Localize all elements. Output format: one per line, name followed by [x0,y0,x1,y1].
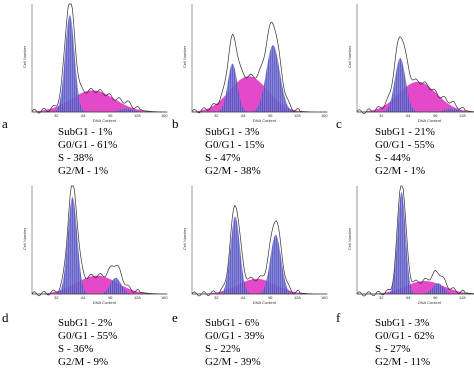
x-tick-label: 32 [379,113,384,118]
x-tick-label: 128 [459,295,466,300]
stat-line: G0/G1 - 55% [58,330,117,342]
panel-label: f [336,310,341,325]
stat-line: SubG1 - 3% [375,317,429,329]
x-tick-label: 128 [134,113,141,118]
x-axis-title: DNA Content [418,300,442,305]
fit-curve [191,21,328,114]
stat-line: G2/M - 1% [58,165,108,177]
stat-line: S - 44% [375,152,410,164]
fit-curve [31,3,168,114]
x-tick-label: 128 [294,113,301,118]
x-tick-label: 64 [406,295,411,300]
stat-line: G0/G1 - 15% [205,139,264,151]
stat-line: G0/G1 - 61% [58,139,117,151]
histogram-panel: Cell Number DNA Content 32 64 96 128 160 b SubG1… [172,4,328,177]
fit-curve [191,204,328,297]
s-phase [32,275,167,294]
g2-peak [357,108,474,112]
stat-line: S - 47% [205,152,240,164]
g1-peak [357,192,474,294]
x-axis-title: DNA Content [418,118,442,123]
g1-peak [32,196,167,294]
fit-curve [356,185,474,297]
stat-line: G2/M - 38% [205,165,261,177]
x-tick-label: 160 [161,113,168,118]
fit-curve [356,36,474,114]
panel-label: d [2,310,9,325]
x-tick-label: 64 [241,295,246,300]
stat-line: SubG1 - 6% [205,317,259,329]
s-phase [357,81,474,112]
x-axis-title: DNA Content [253,300,277,305]
x-tick-label: 96 [268,113,273,118]
stat-line: G2/M - 9% [58,356,108,368]
x-tick-label: 32 [214,295,219,300]
fit-curve [31,185,168,297]
x-tick-label: 96 [433,113,438,118]
stat-line: S - 27% [375,343,410,355]
y-axis-title: Cell Number [347,227,352,250]
stat-line: SubG1 - 2% [58,317,112,329]
x-tick-label: 32 [54,113,59,118]
stat-line: G0/G1 - 62% [375,330,434,342]
x-tick-label: 96 [433,295,438,300]
x-tick-label: 32 [214,113,219,118]
stat-line: G2/M - 1% [375,165,425,177]
y-axis-title: Cell Number [182,45,187,68]
g2-peak [32,108,167,112]
x-tick-label: 64 [81,295,86,300]
s-phase [32,90,167,112]
x-tick-label: 160 [321,295,328,300]
x-tick-label: 96 [268,295,273,300]
panel-label: b [172,116,179,131]
y-axis-title: Cell Number [22,45,27,68]
y-axis-title: Cell Number [347,45,352,68]
y-axis-title: Cell Number [22,227,27,250]
g1-peak [32,15,167,112]
histogram-panel: Cell Number DNA Content 32 64 96 128 160 d SubG1… [2,185,168,368]
x-tick-label: 32 [379,295,384,300]
x-axis-title: DNA Content [93,300,117,305]
g2-peak [357,283,474,294]
histogram-panel: Cell Number DNA Content 32 64 96 128 160 e SubG1… [172,186,328,368]
x-axis-title: DNA Content [253,118,277,123]
stat-line: S - 38% [58,152,93,164]
x-tick-label: 160 [161,295,168,300]
stat-line: SubG1 - 1% [58,126,112,138]
x-tick-label: 96 [108,295,113,300]
g1-peak [192,63,327,112]
stat-line: S - 22% [205,343,240,355]
x-tick-label: 64 [406,113,411,118]
x-tick-label: 128 [134,295,141,300]
x-tick-label: 128 [459,113,466,118]
x-tick-label: 64 [241,113,246,118]
stat-line: G0/G1 - 39% [205,330,264,342]
x-tick-label: 96 [108,113,113,118]
histogram-panel: Cell Number DNA Content 32 64 96 128 160 a SubG1… [2,3,168,177]
stat-line: S - 36% [58,343,93,355]
panel-label: e [172,310,178,325]
stat-line: G2/M - 39% [205,356,261,368]
stat-line: SubG1 - 3% [205,126,259,138]
x-axis-title: DNA Content [93,118,117,123]
x-tick-label: 128 [294,295,301,300]
x-tick-label: 64 [81,113,86,118]
stat-line: G2/M - 11% [375,356,430,368]
panel-label: c [336,116,342,131]
stat-line: SubG1 - 21% [375,126,435,138]
y-axis-title: Cell Number [182,227,187,250]
panel-label: a [2,116,8,131]
x-tick-label: 32 [54,295,59,300]
stat-line: G0/G1 - 55% [375,139,434,151]
x-tick-label: 160 [321,113,328,118]
